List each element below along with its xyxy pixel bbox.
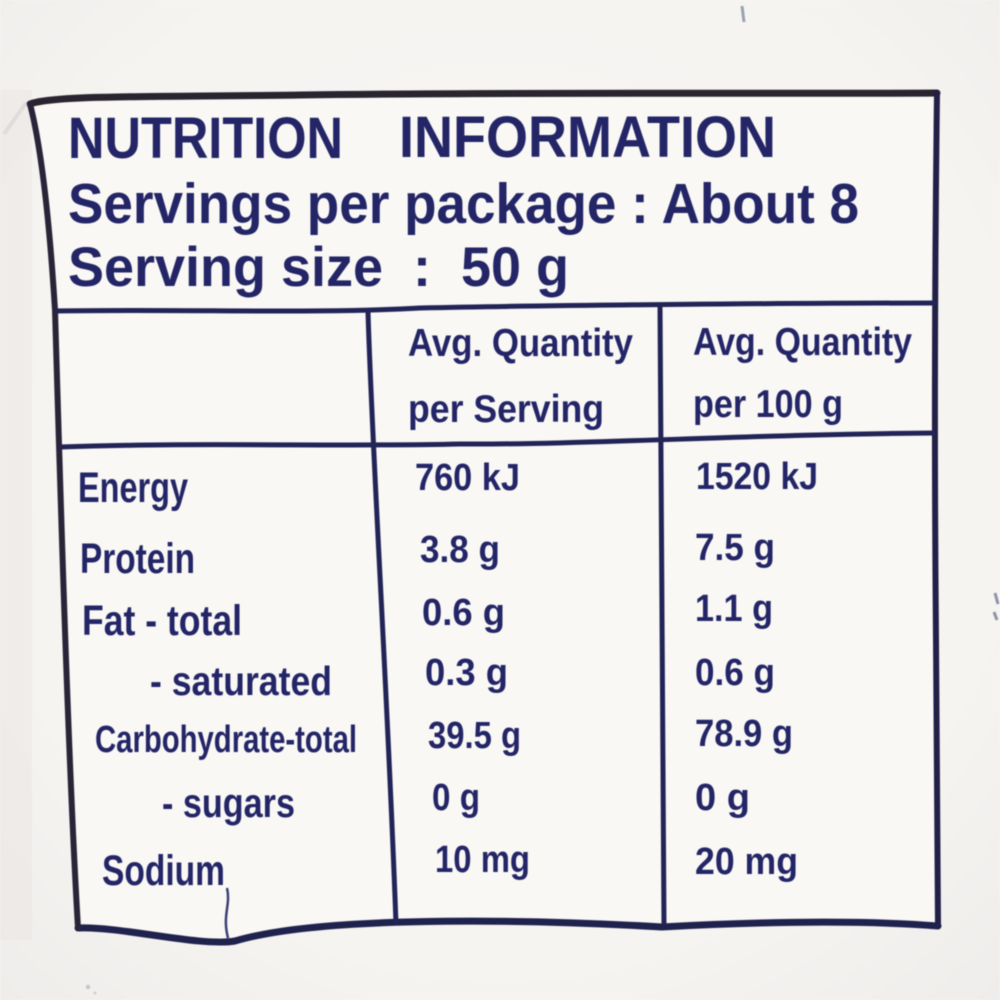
svg-text:Sodium: Sodium: [102, 847, 225, 895]
svg-text:Serving size : 50 g: Serving size : 50 g: [68, 235, 569, 298]
svg-text:per 100 g: per 100 g: [693, 383, 843, 426]
svg-text:1520 kJ: 1520 kJ: [696, 456, 818, 498]
svg-text:1.1 g: 1.1 g: [695, 588, 773, 630]
svg-text:INFORMATION: INFORMATION: [399, 105, 776, 170]
svg-text:7.5 g: 7.5 g: [695, 527, 775, 569]
svg-text:- saturated: - saturated: [150, 658, 332, 704]
svg-text:per Serving: per Serving: [408, 388, 604, 431]
svg-text:760 kJ: 760 kJ: [415, 457, 520, 499]
svg-text:0 g: 0 g: [695, 777, 750, 819]
svg-text:Carbohydrate-total: Carbohydrate-total: [95, 719, 357, 761]
svg-text:0 g: 0 g: [432, 777, 480, 819]
svg-text:0.6 g: 0.6 g: [422, 592, 505, 634]
svg-text:Protein: Protein: [80, 535, 195, 583]
svg-text:10 mg: 10 mg: [435, 839, 530, 881]
svg-text:Servings per package : About 8: Servings per package : About 8: [68, 172, 859, 236]
svg-text:NUTRITION: NUTRITION: [68, 106, 343, 171]
svg-text:Avg. Quantity: Avg. Quantity: [693, 321, 912, 364]
svg-text:Energy: Energy: [78, 464, 188, 512]
svg-text:3.8 g: 3.8 g: [420, 529, 500, 571]
svg-text:0.3 g: 0.3 g: [425, 652, 508, 694]
svg-text:39.5 g: 39.5 g: [428, 715, 521, 757]
svg-text:20 mg: 20 mg: [695, 841, 798, 883]
svg-text:78.9 g: 78.9 g: [695, 713, 793, 755]
svg-text:0.6 g: 0.6 g: [695, 652, 775, 694]
svg-text:- sugars: - sugars: [162, 780, 295, 826]
svg-text:Fat - total: Fat - total: [82, 597, 242, 645]
svg-text:Avg. Quantity: Avg. Quantity: [408, 322, 633, 365]
